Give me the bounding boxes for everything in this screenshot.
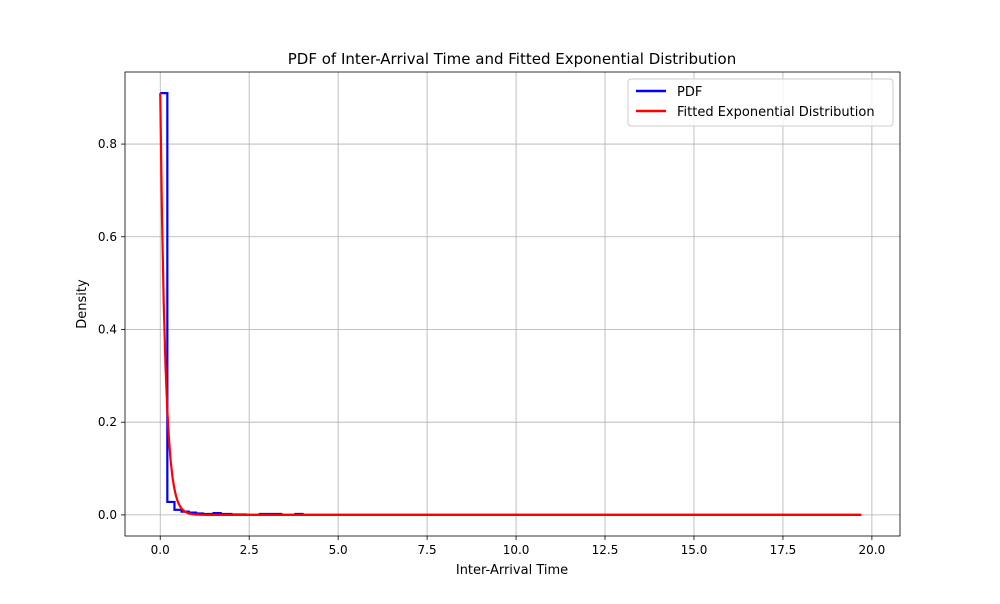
x-tick-label: 12.5 — [592, 543, 619, 557]
y-tick-label: 0.0 — [98, 508, 117, 522]
legend: PDF Fitted Exponential Distribution — [627, 78, 894, 127]
legend-label-pdf: PDF — [677, 85, 702, 100]
legend-label-fitted: Fitted Exponential Distribution — [677, 105, 875, 120]
plot-area-border — [124, 71, 901, 537]
fitted-exponential-line — [159, 93, 862, 517]
x-tick-label: 20.0 — [859, 543, 886, 557]
y-tick-label: 0.6 — [98, 230, 117, 244]
y-tick-label: 0.4 — [98, 322, 117, 336]
chart-title: PDF of Inter-Arrival Time and Fitted Exp… — [288, 50, 736, 68]
legend-box — [627, 78, 894, 127]
x-tick-label: 5.0 — [329, 543, 348, 557]
y-axis-label: Density — [75, 279, 90, 329]
x-tick-label: 0.0 — [151, 543, 170, 557]
y-tick-label: 0.8 — [98, 137, 117, 151]
x-tick-label: 7.5 — [418, 543, 437, 557]
axes-frame — [124, 71, 901, 537]
ticks: 0.0 2.5 5.0 7.5 10.0 12.5 15.0 17.5 20.0 0.0 0.2 0.… — [98, 137, 885, 557]
x-tick-label: 17.5 — [770, 543, 797, 557]
x-tick-label: 10.0 — [503, 543, 530, 557]
y-tick-label: 0.2 — [98, 415, 117, 429]
x-tick-label: 15.0 — [681, 543, 708, 557]
x-axis-label: Inter-Arrival Time — [456, 563, 568, 578]
x-tick-label: 2.5 — [240, 543, 259, 557]
series-layer — [159, 91, 862, 517]
